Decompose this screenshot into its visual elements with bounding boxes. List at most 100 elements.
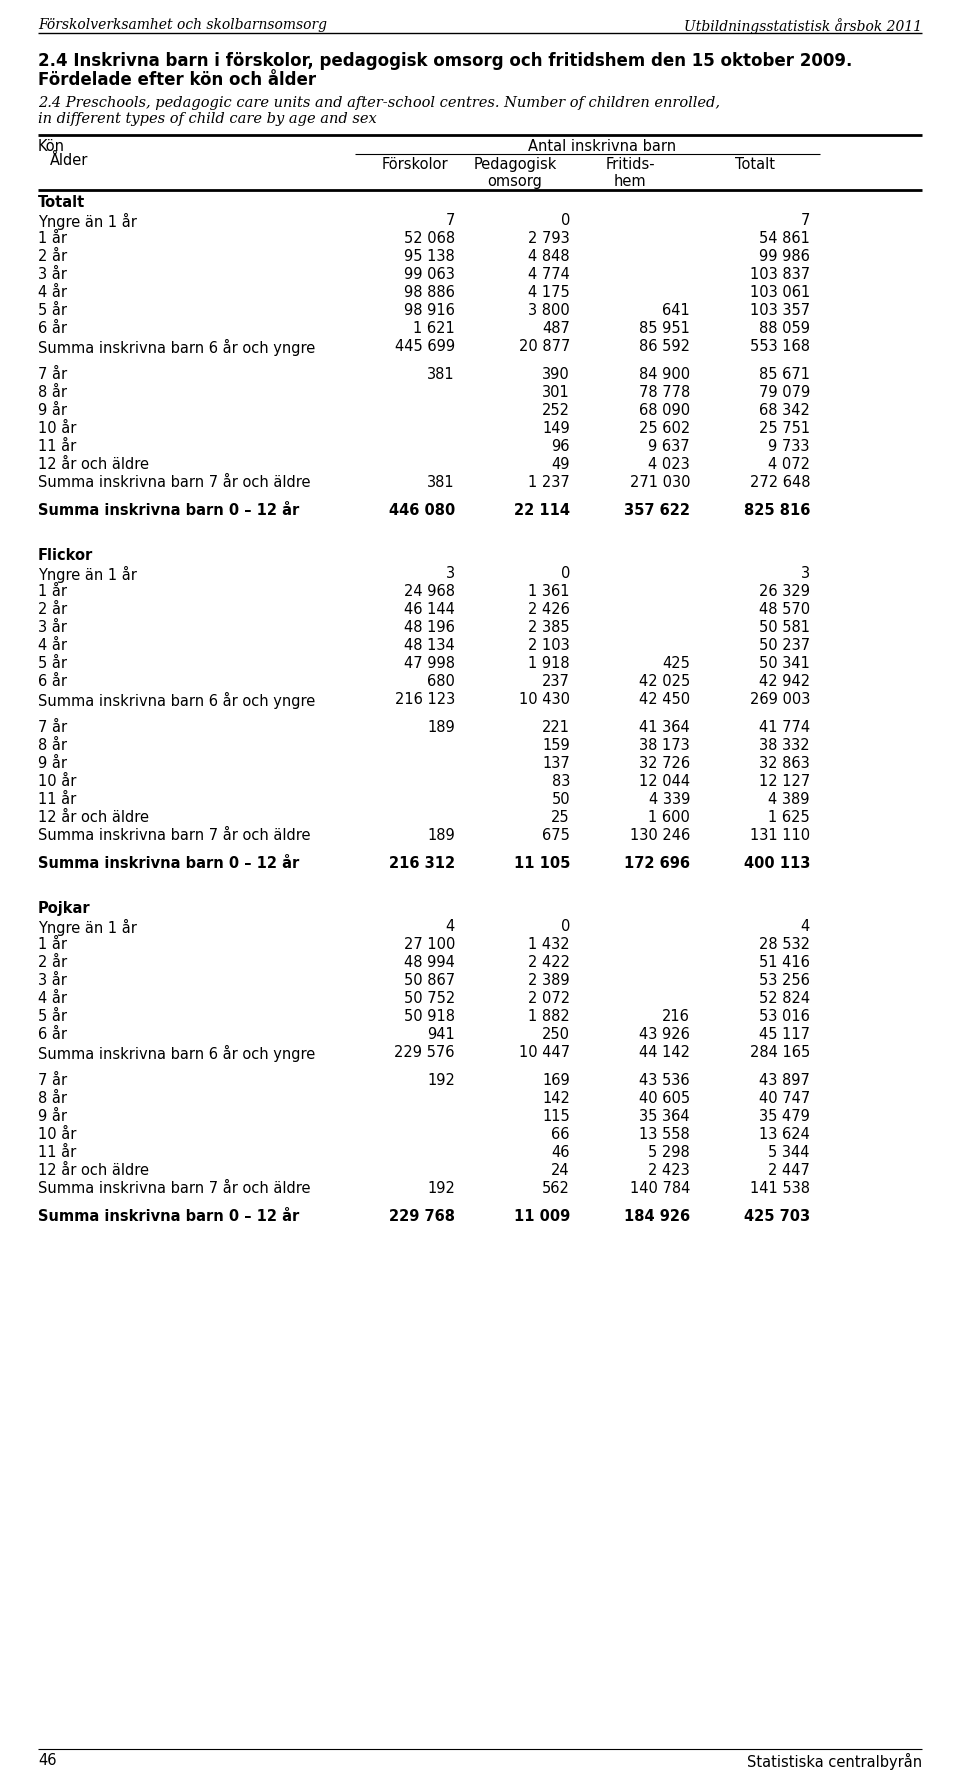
Text: 8 år: 8 år: [38, 737, 67, 753]
Text: 12 år och äldre: 12 år och äldre: [38, 1162, 149, 1178]
Text: 5 298: 5 298: [648, 1144, 690, 1160]
Text: 12 127: 12 127: [758, 775, 810, 789]
Text: 13 558: 13 558: [639, 1127, 690, 1143]
Text: 35 364: 35 364: [639, 1109, 690, 1125]
Text: 44 142: 44 142: [639, 1045, 690, 1061]
Text: Summa inskrivna barn 7 år och äldre: Summa inskrivna barn 7 år och äldre: [38, 474, 310, 490]
Text: 487: 487: [542, 322, 570, 336]
Text: 50 237: 50 237: [758, 638, 810, 652]
Text: Summa inskrivna barn 6 år och yngre: Summa inskrivna barn 6 år och yngre: [38, 339, 315, 355]
Text: 11 år: 11 år: [38, 1144, 76, 1160]
Text: Kön: Kön: [38, 139, 65, 155]
Text: 2 år: 2 år: [38, 602, 67, 617]
Text: 2 103: 2 103: [528, 638, 570, 652]
Text: 381: 381: [427, 474, 455, 490]
Text: 3 år: 3 år: [38, 974, 67, 988]
Text: 1 432: 1 432: [528, 936, 570, 952]
Text: 4: 4: [801, 919, 810, 935]
Text: 1 882: 1 882: [528, 1009, 570, 1024]
Text: 5 år: 5 år: [38, 1009, 67, 1024]
Text: 48 994: 48 994: [404, 954, 455, 970]
Text: 25 602: 25 602: [638, 421, 690, 435]
Text: 2.4 Preschools, pedagogic care units and after-school centres. Number of childre: 2.4 Preschools, pedagogic care units and…: [38, 96, 720, 110]
Text: Yngre än 1 år: Yngre än 1 år: [38, 919, 137, 936]
Text: 1 600: 1 600: [648, 810, 690, 825]
Text: 50 752: 50 752: [404, 992, 455, 1006]
Text: 25 751: 25 751: [758, 421, 810, 435]
Text: 27 100: 27 100: [403, 936, 455, 952]
Text: 7 år: 7 år: [38, 720, 67, 736]
Text: 50: 50: [551, 793, 570, 807]
Text: 99 063: 99 063: [404, 267, 455, 283]
Text: 2 385: 2 385: [528, 620, 570, 634]
Text: 2 447: 2 447: [768, 1162, 810, 1178]
Text: 3 år: 3 år: [38, 267, 67, 283]
Text: Förskolor: Förskolor: [382, 156, 448, 172]
Text: 172 696: 172 696: [624, 857, 690, 871]
Text: 131 110: 131 110: [750, 828, 810, 842]
Text: 46: 46: [551, 1144, 570, 1160]
Text: 8 år: 8 år: [38, 386, 67, 400]
Text: 2 år: 2 år: [38, 249, 67, 265]
Text: 32 726: 32 726: [638, 755, 690, 771]
Text: Pedagogisk
omsorg: Pedagogisk omsorg: [473, 156, 557, 190]
Text: in different types of child care by age and sex: in different types of child care by age …: [38, 112, 376, 126]
Text: 0: 0: [561, 567, 570, 581]
Text: Statistiska centralbyrån: Statistiska centralbyrån: [747, 1752, 922, 1770]
Text: 10 447: 10 447: [518, 1045, 570, 1061]
Text: Antal inskrivna barn: Antal inskrivna barn: [528, 139, 677, 155]
Text: 4 389: 4 389: [769, 793, 810, 807]
Text: 48 134: 48 134: [404, 638, 455, 652]
Text: 68 342: 68 342: [759, 403, 810, 418]
Text: 159: 159: [542, 737, 570, 753]
Text: 115: 115: [542, 1109, 570, 1125]
Text: 0: 0: [561, 213, 570, 227]
Text: 42 450: 42 450: [638, 691, 690, 707]
Text: Fördelade efter kön och ålder: Fördelade efter kön och ålder: [38, 71, 316, 89]
Text: 25: 25: [551, 810, 570, 825]
Text: 381: 381: [427, 368, 455, 382]
Text: Summa inskrivna barn 0 – 12 år: Summa inskrivna barn 0 – 12 år: [38, 857, 300, 871]
Text: 216 312: 216 312: [389, 857, 455, 871]
Text: 3: 3: [445, 567, 455, 581]
Text: 35 479: 35 479: [759, 1109, 810, 1125]
Text: 4 år: 4 år: [38, 638, 67, 652]
Text: 52 068: 52 068: [404, 231, 455, 245]
Text: 24: 24: [551, 1162, 570, 1178]
Text: 1 år: 1 år: [38, 231, 67, 245]
Text: 10 430: 10 430: [519, 691, 570, 707]
Text: 149: 149: [542, 421, 570, 435]
Text: 1 år: 1 år: [38, 936, 67, 952]
Text: 8 år: 8 år: [38, 1091, 67, 1105]
Text: Förskolverksamhet och skolbarnsomsorg: Förskolverksamhet och skolbarnsomsorg: [38, 18, 327, 32]
Text: 250: 250: [542, 1027, 570, 1041]
Text: 53 016: 53 016: [759, 1009, 810, 1024]
Text: 6 år: 6 år: [38, 322, 67, 336]
Text: 43 536: 43 536: [639, 1073, 690, 1088]
Text: 6 år: 6 år: [38, 673, 67, 689]
Text: 192: 192: [427, 1073, 455, 1088]
Text: 2 072: 2 072: [528, 992, 570, 1006]
Text: 675: 675: [542, 828, 570, 842]
Text: 20 877: 20 877: [518, 339, 570, 354]
Text: 50 341: 50 341: [759, 656, 810, 672]
Text: 11 105: 11 105: [514, 857, 570, 871]
Text: 2 år: 2 år: [38, 954, 67, 970]
Text: 98 886: 98 886: [404, 284, 455, 300]
Text: 5 år: 5 år: [38, 656, 67, 672]
Text: 38 173: 38 173: [639, 737, 690, 753]
Text: 48 570: 48 570: [758, 602, 810, 617]
Text: 28 532: 28 532: [759, 936, 810, 952]
Text: 32 863: 32 863: [759, 755, 810, 771]
Text: Utbildningsstatistisk årsbok 2011: Utbildningsstatistisk årsbok 2011: [684, 18, 922, 34]
Text: Yngre än 1 år: Yngre än 1 år: [38, 213, 137, 229]
Text: 42 025: 42 025: [638, 673, 690, 689]
Text: 26 329: 26 329: [759, 585, 810, 599]
Text: 641: 641: [662, 304, 690, 318]
Text: 9 år: 9 år: [38, 403, 67, 418]
Text: 10 år: 10 år: [38, 1127, 77, 1143]
Text: 54 861: 54 861: [759, 231, 810, 245]
Text: Summa inskrivna barn 0 – 12 år: Summa inskrivna barn 0 – 12 år: [38, 1208, 300, 1224]
Text: 40 605: 40 605: [638, 1091, 690, 1105]
Text: Summa inskrivna barn 7 år och äldre: Summa inskrivna barn 7 år och äldre: [38, 1182, 310, 1196]
